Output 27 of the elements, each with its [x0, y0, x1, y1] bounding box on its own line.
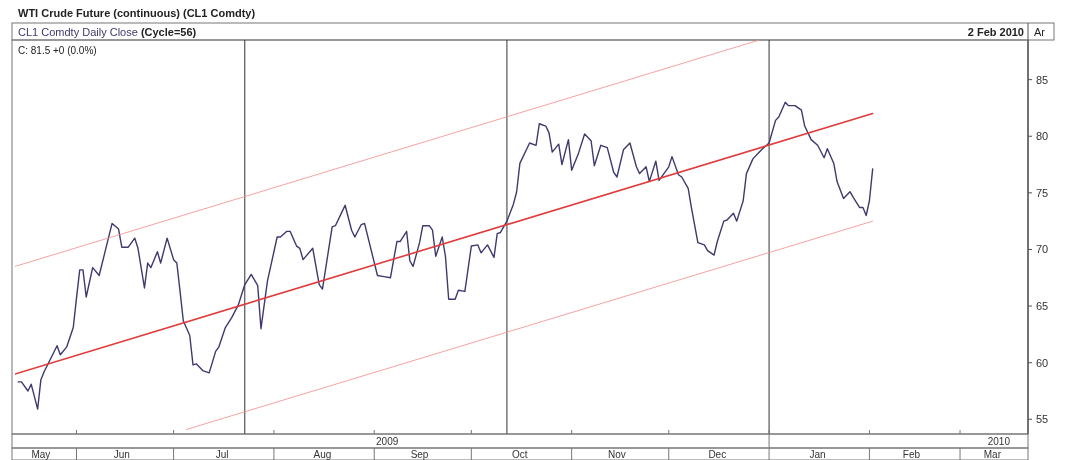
x-tick-label: Dec — [708, 449, 727, 460]
y-tick-label: 80 — [1036, 130, 1049, 143]
text: (Cycle=56) — [140, 26, 197, 38]
y-tick-label: 55 — [1036, 413, 1049, 426]
y-tick-label: 60 — [1036, 356, 1049, 369]
x-tick-label: Jan — [809, 449, 826, 460]
text: Ar — [1034, 26, 1046, 38]
chart-title: WTI Crude Future (continuous) (CL1 Comdty) — [18, 7, 256, 19]
x-tick-label: Feb — [902, 449, 921, 460]
x-tick-label: Oct — [512, 449, 528, 460]
line-series — [17, 101, 874, 410]
x2-tick-label: 2009 — [376, 436, 399, 447]
x-tick-label: Jun — [113, 449, 130, 460]
x-tick-label: Sep — [410, 449, 429, 460]
text: CL1 Comdty Daily Close — [18, 26, 141, 38]
x-tick-label: Nov — [608, 449, 626, 460]
text: 2 Feb 2010 — [967, 26, 1024, 38]
x-tick-label: Jul — [215, 449, 229, 460]
y-tick-label: 70 — [1036, 243, 1049, 256]
y-tick-label: 65 — [1036, 300, 1049, 313]
annotation: C: 81.5 +0 (0.0%) — [18, 45, 97, 56]
x-tick-label: Aug — [313, 449, 332, 460]
x-tick-label: May — [31, 449, 51, 460]
y-tick-label: 75 — [1036, 186, 1049, 199]
x-tick-label: Mar — [983, 449, 1002, 460]
y-tick-label: 85 — [1036, 73, 1049, 86]
x2-tick-label: 2010 — [987, 436, 1011, 447]
